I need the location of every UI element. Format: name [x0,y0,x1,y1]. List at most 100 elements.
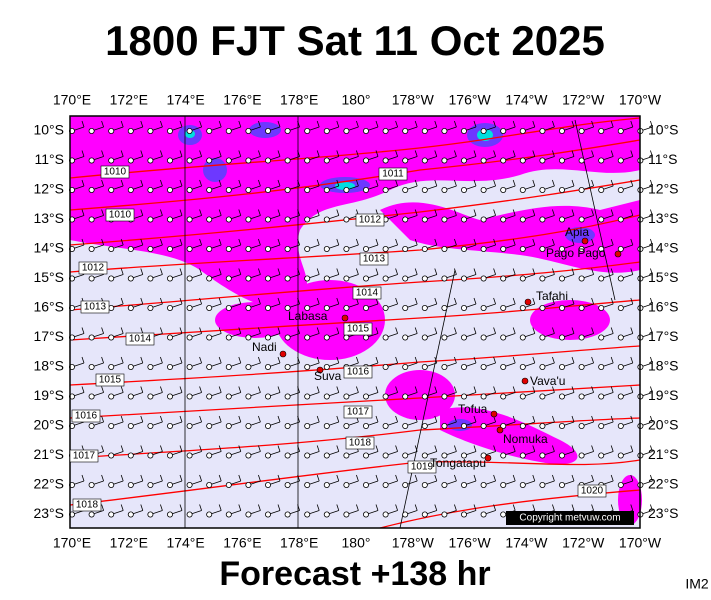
lon-label-top: 170°W [619,92,662,108]
copyright: Copyright metvuw.com [519,513,620,524]
barb-flag [532,209,536,216]
barb-flag [297,297,300,305]
barb-station [539,275,546,282]
barb-flag [375,386,379,393]
barb-flag [140,268,144,275]
isobar-label-box [343,322,373,336]
barb-station [264,481,271,488]
barb-flag [179,415,183,423]
barb-station [284,452,291,459]
barb-flag [277,297,281,305]
barb-station [284,216,291,223]
lat-label-right: 15°S [648,269,679,285]
barb-flag [101,445,104,452]
barb-flag [395,238,398,246]
barb-flag [434,474,438,482]
barb-station [225,363,232,370]
barb-flag [434,356,438,364]
lon-label-bottom: 178°E [280,535,318,551]
barb-flag [316,209,320,216]
barb-flag [81,238,85,246]
barb-station [362,422,369,429]
barb-station [460,363,467,370]
barb-station [578,216,585,223]
barb-station [578,127,585,134]
barb-station [108,393,115,400]
barb-station [206,393,213,400]
barb-flag [493,297,496,305]
barb-flag [650,150,653,157]
barb-flag [316,150,320,157]
barb-station [343,334,350,341]
place-name: Apia [565,225,589,239]
barb-station [421,422,428,429]
barb-station [559,275,566,282]
barb-flag [473,356,477,364]
barb-station [480,304,487,311]
barb-station [598,186,605,193]
barb-station [382,452,389,459]
map-frame [69,115,641,529]
barb-flag [199,150,202,157]
isobar-label: 1015 [99,375,122,386]
barb-station [108,304,115,311]
barb-flag [473,386,477,393]
barb-station [617,481,624,488]
barb-station [480,127,487,134]
barb-station [460,127,467,134]
barb-station [127,127,134,134]
barb-flag [120,356,124,364]
barb-station [108,334,115,341]
barb-flag [160,386,163,393]
isobar-label: 1010 [104,167,127,178]
isobar-label-box [71,409,101,423]
barb-flag [101,179,104,187]
barb-station [284,304,291,311]
barb-station [480,157,487,164]
barb-station [559,334,566,341]
barb-flag [395,268,398,275]
barb-flag [552,415,555,423]
barb-station [500,363,507,370]
barb-flag [434,238,438,246]
barb-flag [591,415,594,423]
barb-flag [395,474,398,482]
barb-flag [101,327,104,334]
barb-station [108,422,115,429]
barb-station [323,186,330,193]
isobar-label: 1012 [82,263,105,274]
barb-flag [356,356,359,364]
barb-station [519,216,526,223]
barb-station [225,275,232,282]
barb-station [539,157,546,164]
isobar-label: 1010 [109,210,132,221]
barb-flag [610,474,614,482]
barb-flag [591,474,594,482]
barb-flag [650,209,653,216]
barb-flag [473,415,477,423]
place-name: Labasa [288,309,328,323]
barb-flag [493,150,496,157]
barb-flag [375,268,379,275]
barb-flag [532,415,536,423]
barb-flag [218,474,222,482]
isobar-label-box [80,300,110,314]
barb-flag [552,474,555,482]
barb-flag [473,209,477,216]
barb-flag [179,327,183,334]
barb-station [362,304,369,311]
barb-station [127,452,134,459]
barb-station [519,157,526,164]
lon-label-top: 178°W [392,92,435,108]
barb-station [578,393,585,400]
barb-station [88,216,95,223]
barb-flag [356,179,359,187]
barb-flag [375,150,379,157]
barb-flag [238,415,242,423]
barb-flag [160,150,163,157]
barb-station [264,422,271,429]
barb-flag [414,238,418,246]
lat-label-left: 16°S [33,299,64,315]
barb-station [206,275,213,282]
barb-station [617,127,624,134]
